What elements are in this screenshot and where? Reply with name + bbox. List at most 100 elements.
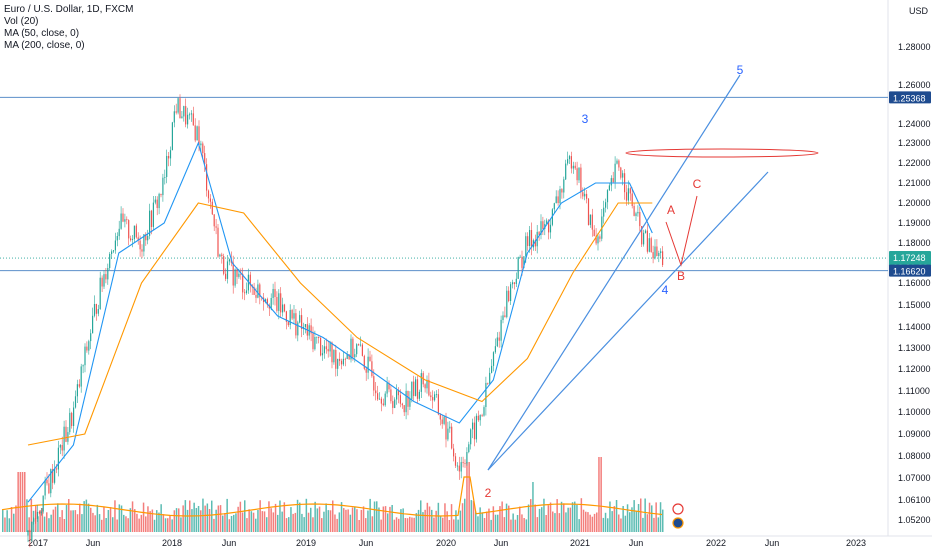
candle-body: [546, 220, 548, 224]
volume-bar: [567, 507, 569, 532]
volume-bar: [417, 509, 420, 532]
volume-bar: [228, 519, 231, 532]
candle-body: [130, 238, 132, 241]
volume-bar: [582, 509, 585, 532]
volume-bar: [530, 499, 532, 532]
volume-bar: [510, 519, 512, 532]
candle-body: [356, 344, 358, 355]
candle-body: [331, 342, 333, 363]
candle-body: [593, 229, 595, 237]
support-price-badge-text: 1.16620: [893, 267, 926, 277]
volume-bar: [28, 517, 30, 532]
volume-bar: [565, 512, 567, 532]
volume-bar: [118, 504, 121, 532]
candle-body: [508, 290, 510, 301]
volume-bar: [74, 510, 77, 532]
volume-bar: [435, 510, 437, 532]
volume-bar: [83, 501, 85, 532]
candle-body: [171, 122, 173, 151]
candle-body: [101, 277, 103, 287]
ma50-line: [27, 141, 653, 503]
volume-bar: [204, 505, 206, 532]
volume-bar: [490, 519, 492, 532]
volume-bar: [347, 509, 349, 532]
candle-body: [82, 365, 84, 367]
candle-body: [409, 398, 411, 407]
volume-bar: [138, 518, 140, 532]
y-tick-label: 1.07000: [898, 473, 931, 483]
candle-body: [321, 353, 324, 356]
x-tick-label: Jun: [359, 538, 374, 548]
candle-body: [373, 376, 375, 391]
volume-bar: [404, 518, 407, 532]
candle-body: [658, 253, 660, 256]
candle-body: [627, 188, 629, 201]
volume-bar: [532, 482, 534, 532]
candle-body: [646, 230, 648, 252]
volume-bar: [252, 512, 255, 532]
volume-bar: [424, 509, 426, 532]
candle-body: [270, 298, 272, 309]
candle-body: [61, 445, 63, 451]
volume-bar: [580, 498, 583, 532]
volume-bar: [589, 514, 591, 532]
volume-bar: [43, 516, 46, 532]
candle-body: [496, 337, 498, 347]
candle-body: [105, 274, 107, 280]
volume-bar: [107, 510, 110, 532]
x-tick-label: 2017: [28, 538, 48, 548]
candle-body: [570, 156, 572, 169]
candle-body: [78, 384, 80, 387]
candle-body: [578, 167, 580, 181]
candle-body: [603, 207, 605, 217]
volume-bar: [263, 511, 266, 532]
candle-body: [424, 384, 426, 389]
candle-body: [369, 356, 371, 362]
candle-body: [238, 273, 240, 277]
candle-body: [510, 284, 512, 301]
candle-body: [103, 274, 105, 287]
candle-body: [399, 395, 401, 404]
x-tick-label: 2023: [846, 538, 866, 548]
candle-body: [464, 463, 466, 464]
candle-body: [405, 390, 407, 413]
volume-bar: [54, 506, 57, 532]
candle-body: [365, 368, 367, 373]
candle-body: [567, 159, 569, 164]
volume-bar: [593, 513, 596, 532]
candle-body: [580, 167, 582, 193]
volume-bar: [376, 501, 378, 532]
legend-vol: Vol (20): [4, 16, 39, 27]
candle-body: [253, 287, 255, 295]
candle-body: [266, 299, 268, 305]
volume-bar: [98, 514, 101, 532]
candle-body: [310, 325, 312, 334]
volume-bar: [323, 511, 325, 532]
volume-bar: [123, 514, 125, 532]
candle-body: [521, 256, 523, 268]
volume-bar: [362, 506, 365, 532]
candle-body: [397, 390, 400, 396]
candle-body: [548, 220, 550, 233]
candle-body: [415, 379, 417, 396]
candle-body: [458, 465, 460, 472]
volume-bar: [492, 506, 495, 532]
candle-body: [359, 344, 362, 346]
volume-bar: [79, 503, 81, 532]
candle-body: [625, 192, 628, 201]
candle-body: [388, 383, 390, 390]
volume-bar: [422, 512, 424, 532]
x-tick-label: 2019: [296, 538, 316, 548]
volume-bar: [149, 511, 151, 532]
candle-body: [112, 250, 115, 252]
volume-bar: [217, 505, 220, 532]
candle-body: [584, 193, 586, 197]
volume-bar: [268, 501, 270, 532]
candle-body: [55, 468, 58, 470]
volume-bar: [87, 503, 90, 532]
candle-body: [316, 336, 318, 338]
volume-bar: [142, 502, 145, 532]
volume-bar: [622, 506, 624, 532]
candle-body: [375, 390, 377, 394]
